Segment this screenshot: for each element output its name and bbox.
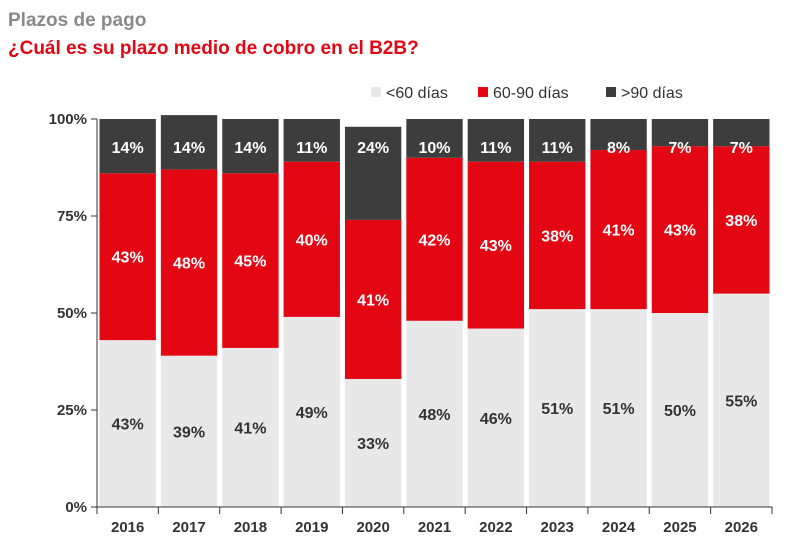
legend-label: <60 días (386, 85, 448, 102)
y-tick-label: 25% (57, 402, 87, 419)
bar-segment (99, 340, 156, 507)
bar-segment (713, 293, 770, 507)
data-label: 11% (480, 140, 511, 157)
bar-segment (283, 161, 340, 317)
legend-swatch (478, 87, 488, 97)
x-tick-label: 2016 (111, 519, 144, 536)
data-label: 45% (234, 254, 266, 271)
data-label: 49% (296, 405, 328, 422)
data-label: 41% (357, 292, 389, 309)
data-label: 43% (112, 250, 144, 267)
data-label: 41% (603, 223, 635, 240)
y-tick-label: 100% (49, 111, 87, 128)
data-label: 48% (173, 256, 205, 273)
bar-segment (283, 316, 340, 507)
data-label: 51% (603, 401, 635, 418)
data-label: 46% (480, 411, 512, 428)
x-tick-label: 2018 (234, 519, 267, 536)
x-tick-label: 2017 (172, 519, 205, 536)
bar-segment (283, 119, 340, 162)
data-label: 50% (664, 403, 696, 420)
data-label: 48% (418, 407, 450, 424)
legend-item: <60 días (371, 85, 448, 102)
data-label: 14% (112, 140, 144, 157)
x-tick-label: 2024 (602, 519, 636, 536)
bar-segment (651, 313, 709, 507)
bar-segment (529, 119, 586, 162)
bar-segment (160, 355, 218, 507)
legend-swatch (606, 87, 616, 97)
data-label: 14% (173, 140, 205, 157)
legend-label: >90 días (621, 85, 683, 102)
chart-title: Plazos de pago (8, 10, 147, 31)
data-label: 14% (234, 140, 266, 157)
bar-segment (467, 119, 525, 162)
x-tick-label: 2020 (356, 519, 389, 536)
legend-item: >90 días (606, 85, 683, 102)
bar-segment (467, 161, 525, 329)
bar-segment (467, 328, 525, 507)
x-tick-label: 2019 (295, 519, 328, 536)
bar-segment (651, 146, 709, 313)
legend-label: 60-90 días (493, 85, 569, 102)
data-label: 7% (730, 140, 753, 157)
bar-segment (406, 119, 463, 158)
data-label: 55% (725, 393, 757, 410)
x-tick-label: 2026 (725, 519, 758, 536)
data-label: 10% (418, 140, 450, 157)
y-tick-label: 75% (57, 208, 87, 225)
bar-segment (160, 115, 218, 170)
data-label: 11% (296, 140, 327, 157)
y-tick-label: 50% (57, 305, 87, 322)
x-tick-label: 2025 (663, 519, 696, 536)
bar-segment (529, 309, 586, 507)
bar-segment (344, 126, 402, 220)
bar-segment (222, 347, 279, 507)
data-label: 8% (607, 140, 630, 157)
data-label: 11% (542, 140, 573, 157)
data-label: 38% (725, 213, 757, 230)
data-label: 42% (418, 232, 450, 249)
data-label: 24% (357, 140, 389, 157)
data-label: 38% (541, 228, 573, 245)
bar-segment (222, 173, 279, 348)
legend-swatch (371, 87, 381, 97)
data-label: 51% (541, 401, 573, 418)
bar-segment (99, 119, 156, 174)
bar-segment (344, 219, 402, 379)
x-tick-label: 2022 (479, 519, 512, 536)
data-label: 43% (480, 238, 512, 255)
bar-segment (222, 119, 279, 174)
data-label: 39% (173, 424, 205, 441)
data-label: 43% (112, 417, 144, 434)
bar-segment (590, 119, 647, 151)
data-label: 33% (357, 436, 389, 453)
bar-segment (713, 146, 770, 294)
bar-segment (590, 309, 647, 507)
bar-segment (406, 320, 463, 507)
bar-segment (713, 119, 770, 147)
bar-segment (99, 173, 156, 341)
x-tick-label: 2021 (418, 519, 451, 536)
data-label: 7% (668, 140, 691, 157)
x-tick-label: 2023 (541, 519, 574, 536)
bar-segment (406, 157, 463, 321)
data-label: 40% (296, 232, 328, 249)
data-label: 41% (234, 420, 266, 437)
bar-segment (590, 150, 647, 310)
chart-subtitle: ¿Cuál es su plazo medio de cobro en el B… (8, 38, 419, 59)
bar-segment (529, 161, 586, 310)
data-label: 43% (664, 223, 696, 240)
bar-segment (160, 169, 218, 356)
bar-segment (344, 378, 402, 507)
y-tick-label: 0% (65, 499, 87, 516)
bar-segment (651, 119, 709, 147)
legend-item: 60-90 días (478, 85, 569, 102)
